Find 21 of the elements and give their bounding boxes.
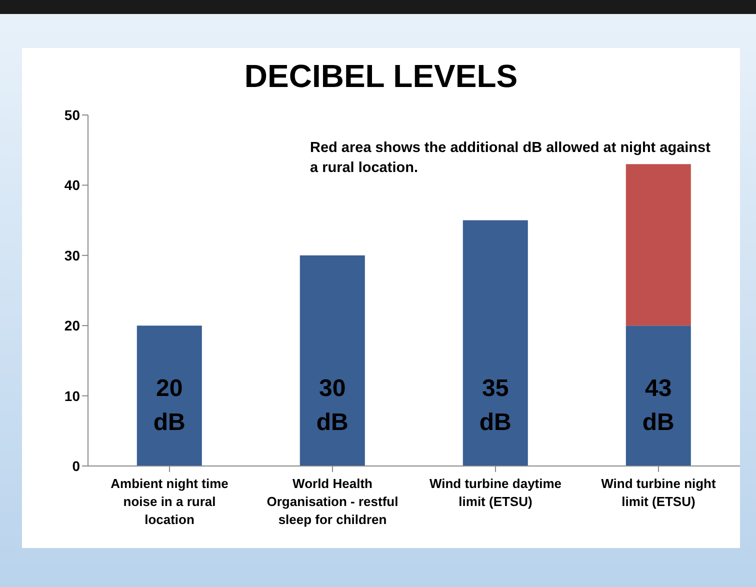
- y-tick-label: 40: [64, 177, 80, 194]
- x-tick-label: Wind turbine night limit (ETSU): [601, 476, 717, 509]
- bar: [626, 164, 691, 326]
- chart-title: DECIBEL LEVELS: [243, 58, 519, 95]
- bar: [462, 220, 528, 466]
- total-label: 35 dB: [479, 375, 512, 436]
- bar: [136, 326, 202, 466]
- total-label: 30 dB: [316, 375, 348, 436]
- y-tick-label: 0: [72, 458, 80, 474]
- y-tick-label: 50: [64, 106, 80, 123]
- y-tick-label: 20: [64, 318, 80, 334]
- y-tick-label: 10: [64, 388, 80, 404]
- bar: [300, 255, 365, 466]
- x-tick-label: Wind turbine daytime limit (ETSU): [429, 476, 562, 509]
- total-label: 20 dB: [153, 375, 186, 436]
- y-tick-label: 30: [64, 247, 80, 264]
- bar: [626, 326, 691, 466]
- x-tick-label: World Health Organisation - restful sleep for children: [266, 476, 398, 527]
- x-tick-label: Ambient night time noise in a rural location: [110, 476, 228, 527]
- total-label: 43 dB: [642, 375, 674, 436]
- annotation: Red area shows the additional dB allowed at night against a rural location.: [310, 139, 712, 178]
